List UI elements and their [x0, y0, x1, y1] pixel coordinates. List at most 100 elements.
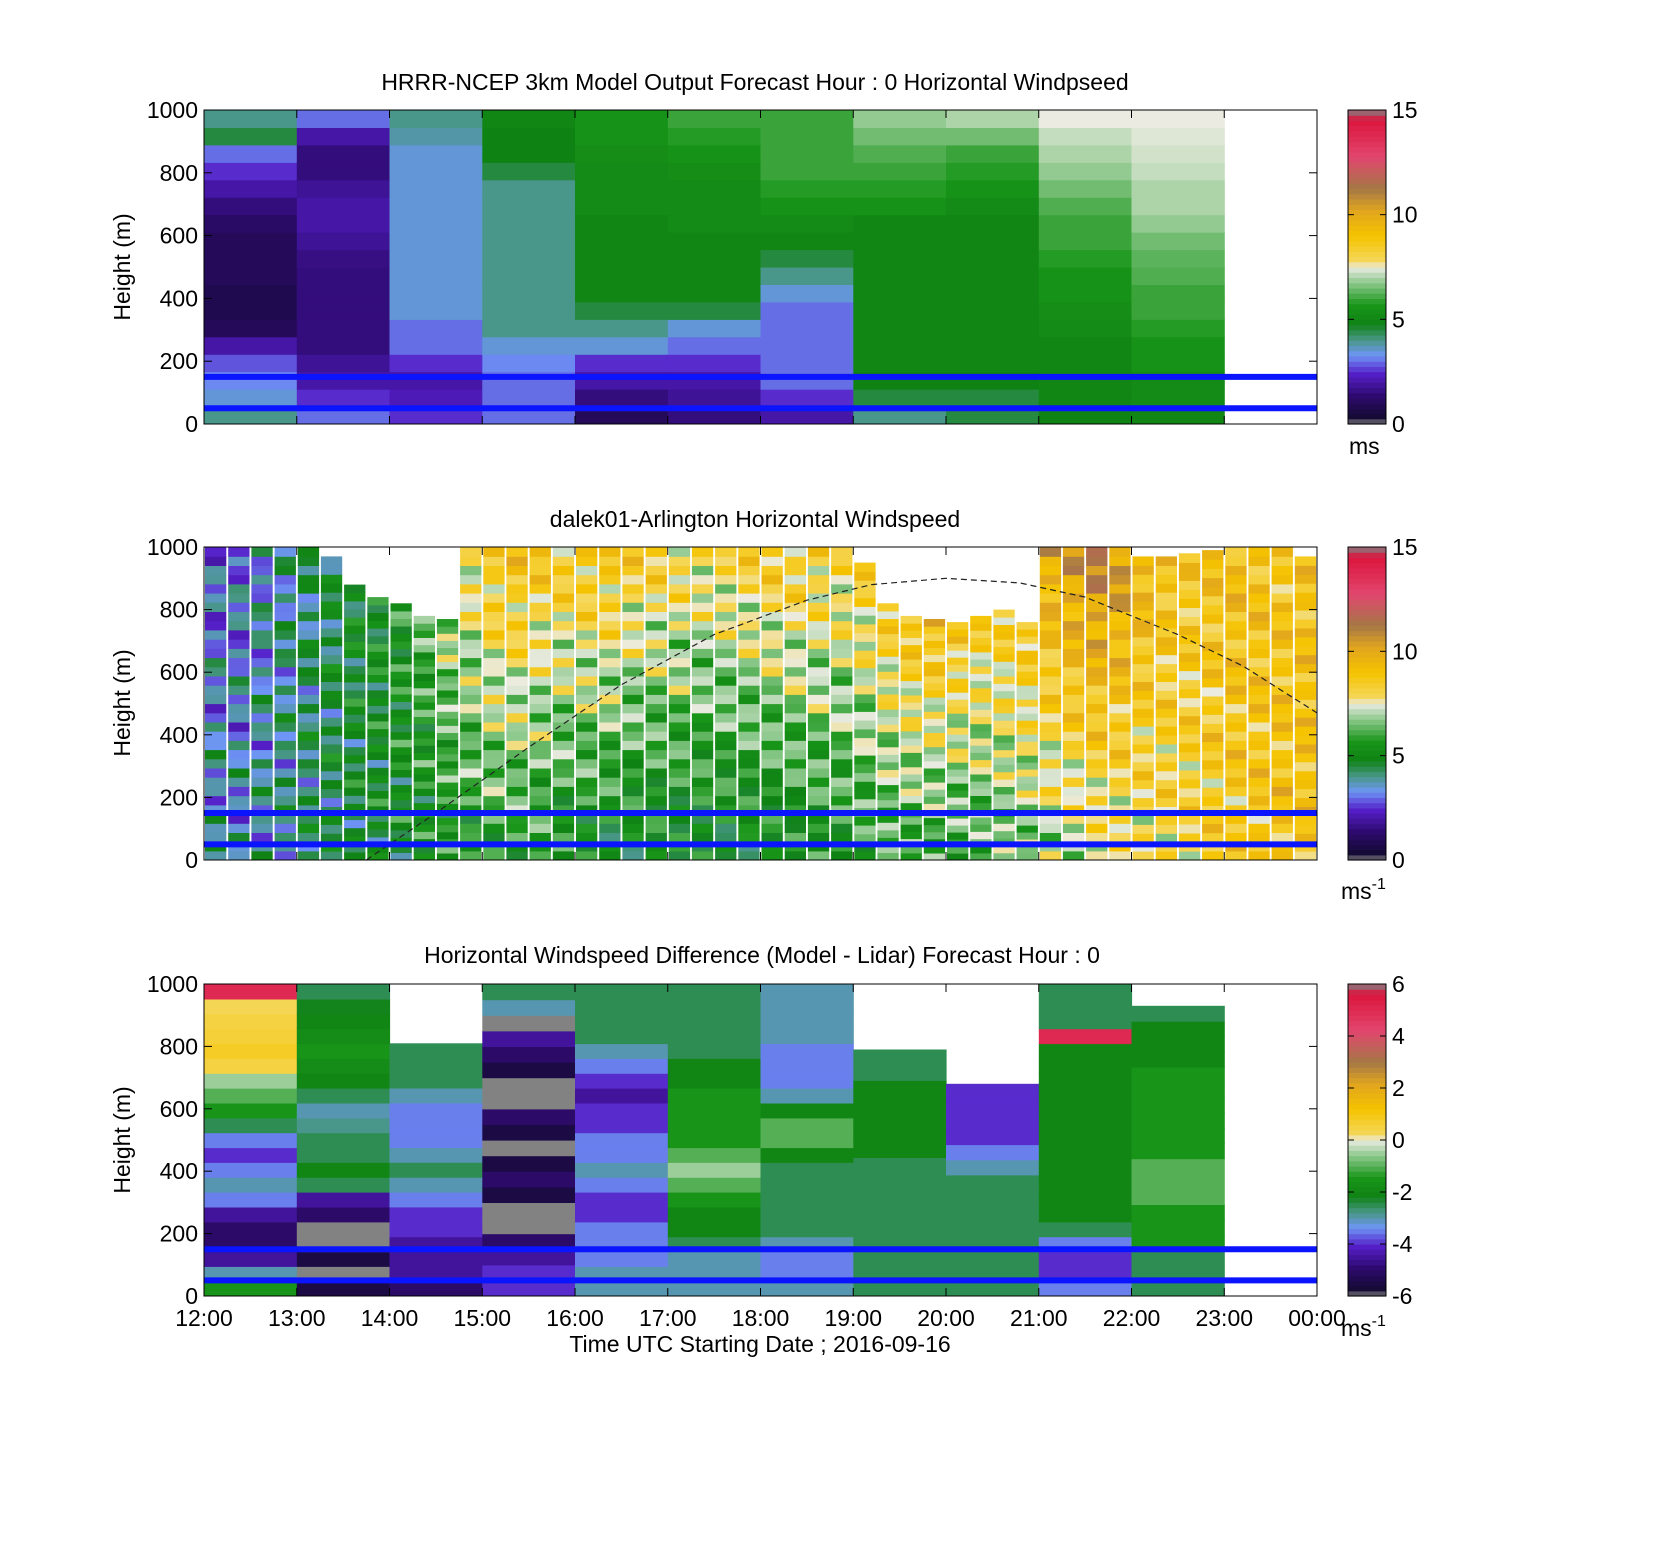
heatmap-cell — [715, 731, 737, 741]
heatmap-cell — [1271, 593, 1293, 603]
heatmap-cell — [1248, 703, 1270, 714]
heatmap-cell — [483, 639, 505, 649]
heatmap-cell — [622, 749, 644, 760]
heatmap-cell — [296, 1147, 391, 1163]
heatmap-cell — [482, 232, 576, 251]
heatmap-cell — [389, 110, 483, 128]
heatmap-cell — [436, 675, 459, 684]
colorbar-segment — [1348, 308, 1386, 315]
heatmap-cell — [482, 1155, 576, 1172]
colorbar-segment — [1348, 356, 1386, 362]
heatmap-cell — [506, 574, 528, 585]
heatmap-cell — [1202, 559, 1224, 569]
heatmap-cell — [576, 583, 598, 594]
heatmap-cell — [668, 740, 691, 751]
heatmap-cell — [575, 267, 669, 285]
heatmap-cell — [1016, 769, 1038, 777]
heatmap-cell — [1225, 721, 1247, 732]
heatmap-cell — [738, 694, 760, 705]
heatmap-cell — [296, 1281, 391, 1296]
heatmap-cell — [251, 850, 273, 860]
heatmap-cell — [831, 749, 853, 760]
heatmap-cell — [390, 784, 412, 793]
heatmap-cell — [668, 712, 691, 723]
heatmap-cell — [993, 653, 1015, 662]
heatmap-cell — [529, 786, 551, 797]
heatmap-cell — [389, 1281, 483, 1296]
heatmap-cell — [1155, 556, 1177, 566]
heatmap-cell — [413, 773, 435, 782]
heatmap-cell — [344, 673, 366, 683]
heatmap-cell — [436, 633, 459, 641]
heatmap-cell — [205, 639, 227, 649]
heatmap-cell — [738, 749, 760, 760]
heatmap-cell — [877, 618, 899, 627]
colorbar-segment — [1348, 620, 1386, 626]
colorbar-segment — [1348, 677, 1386, 684]
heatmap-cell — [645, 823, 667, 833]
colorbar-segment — [1348, 1238, 1386, 1245]
heatmap-cell — [204, 1088, 298, 1104]
colorbar-segment — [1348, 1207, 1386, 1214]
heatmap-cell — [877, 656, 899, 665]
heatmap-cell — [576, 611, 598, 622]
heatmap-cell — [460, 593, 482, 603]
heatmap-cell — [667, 1162, 762, 1178]
heatmap-cell — [390, 663, 412, 672]
heatmap-cell — [205, 767, 227, 778]
heatmap-cell — [1294, 556, 1317, 566]
heatmap-cell — [576, 639, 598, 649]
heatmap-cell — [1016, 720, 1038, 728]
colorbar-segment — [1348, 209, 1386, 216]
heatmap-cell — [807, 804, 830, 815]
heatmap-cell — [552, 749, 575, 760]
heatmap-cell — [900, 709, 922, 717]
heatmap-cell — [296, 984, 391, 1000]
heatmap-cell — [390, 739, 412, 748]
heatmap-cell — [970, 651, 992, 660]
heatmap-cell — [1294, 681, 1317, 691]
heatmap-cell — [552, 639, 575, 649]
panel-difference-xlabel: Time UTC Starting Date ; 2016-09-16 — [569, 1331, 950, 1357]
heatmap-cell — [575, 1192, 669, 1208]
heatmap-cell — [1086, 629, 1108, 640]
heatmap-cell — [296, 1192, 391, 1208]
heatmap-cell — [1086, 547, 1108, 557]
heatmap-cell — [691, 675, 714, 686]
heatmap-cell — [761, 593, 783, 603]
heatmap-cell — [413, 752, 435, 761]
heatmap-cell — [529, 731, 551, 741]
heatmap-cell — [296, 1073, 391, 1089]
heatmap-cell — [1086, 565, 1108, 576]
heatmap-cell — [970, 845, 992, 854]
heatmap-cell — [1155, 681, 1177, 691]
heatmap-cell — [761, 777, 783, 787]
heatmap-cell — [761, 703, 783, 714]
heatmap-cell — [483, 648, 505, 659]
heatmap-cell — [506, 602, 528, 612]
heatmap-cell — [204, 197, 298, 216]
heatmap-cell — [760, 1162, 854, 1178]
heatmap-cell — [645, 832, 667, 843]
heatmap-cell — [645, 657, 667, 668]
heatmap-cell — [436, 704, 459, 712]
heatmap-cell — [1016, 853, 1038, 860]
colorbar-segment — [1348, 667, 1386, 673]
heatmap-cell — [599, 602, 621, 612]
heatmap-cell — [1225, 675, 1247, 686]
heatmap-cell — [297, 749, 320, 760]
heatmap-cell — [1131, 110, 1225, 128]
heatmap-cell — [599, 666, 621, 677]
heatmap-cell — [1062, 823, 1085, 833]
heatmap-cell — [831, 648, 853, 659]
heatmap-cell — [1202, 650, 1224, 661]
heatmap-cell — [204, 1117, 298, 1134]
heatmap-cell — [204, 1147, 298, 1163]
heatmap-cell — [482, 110, 576, 128]
heatmap-cell — [1016, 846, 1038, 854]
heatmap-cell — [552, 685, 575, 695]
heatmap-cell — [668, 749, 691, 760]
heatmap-cell — [900, 730, 922, 739]
heatmap-cell — [296, 284, 391, 303]
heatmap-cell — [413, 831, 435, 840]
